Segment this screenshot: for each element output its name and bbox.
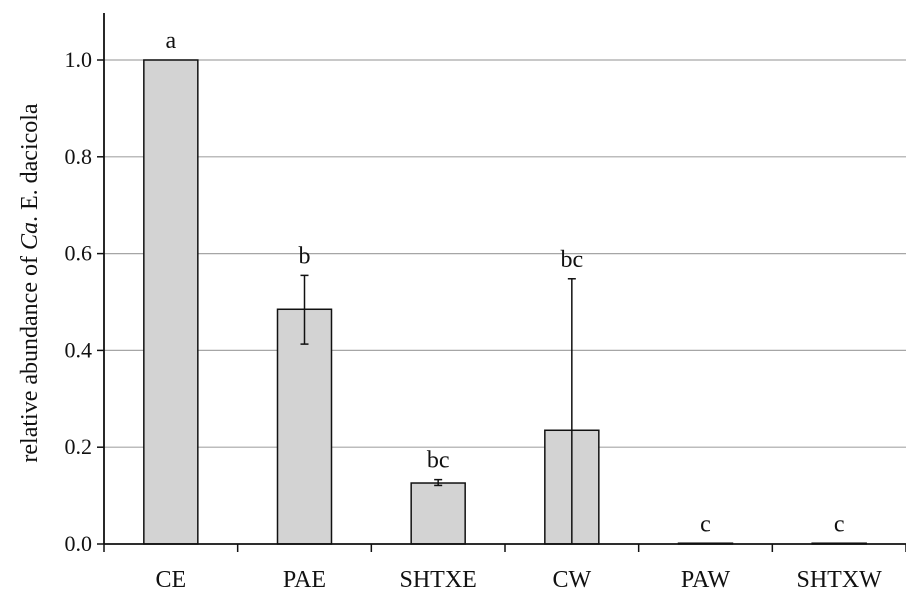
y-tick-labels: 0.0 0.2 0.4 0.6 0.8 1.0 [65,47,93,556]
y-tick-label: 0.8 [65,144,93,169]
significance-label-shtxe: bc [427,448,450,474]
bar-pae [276,308,333,545]
y-axis-title: relative abundance of Ca. E. dacicola [17,103,43,463]
significance-label-paw: c [700,512,711,538]
y-axis-title-part-3: . E. dacicola [17,103,43,222]
bar-ce [143,59,199,545]
significance-labels: a b bc bc c c [166,28,845,538]
y-tick-label: 1.0 [65,47,93,72]
bars [143,59,867,545]
significance-label-ce: a [166,28,177,54]
y-tick-label: 0.0 [65,531,93,556]
bar-shtxe [410,482,466,545]
x-tick-label-shtxe: SHTXE [399,567,476,593]
x-tick-labels: CE PAE SHTXE CW PAW SHTXW [155,567,882,593]
x-tick-label-ce: CE [155,567,186,593]
significance-label-shtxw: c [834,512,845,538]
y-tick-label: 0.6 [65,241,93,266]
x-tick-label-shtxw: SHTXW [797,567,883,593]
gridlines [104,59,906,448]
y-tick-label: 0.2 [65,434,93,459]
axes [97,13,906,552]
x-tick-label-pae: PAE [283,567,326,593]
significance-label-cw: bc [561,247,584,273]
y-axis-title-part-2: Ca [17,222,43,250]
significance-label-pae: b [299,243,311,269]
error-bars [300,274,576,544]
y-tick-label: 0.4 [65,337,93,362]
y-axis-title-part-1: relative abundance of [17,250,43,463]
x-tick-label-paw: PAW [681,567,731,593]
x-tick-label-cw: CW [552,567,591,593]
